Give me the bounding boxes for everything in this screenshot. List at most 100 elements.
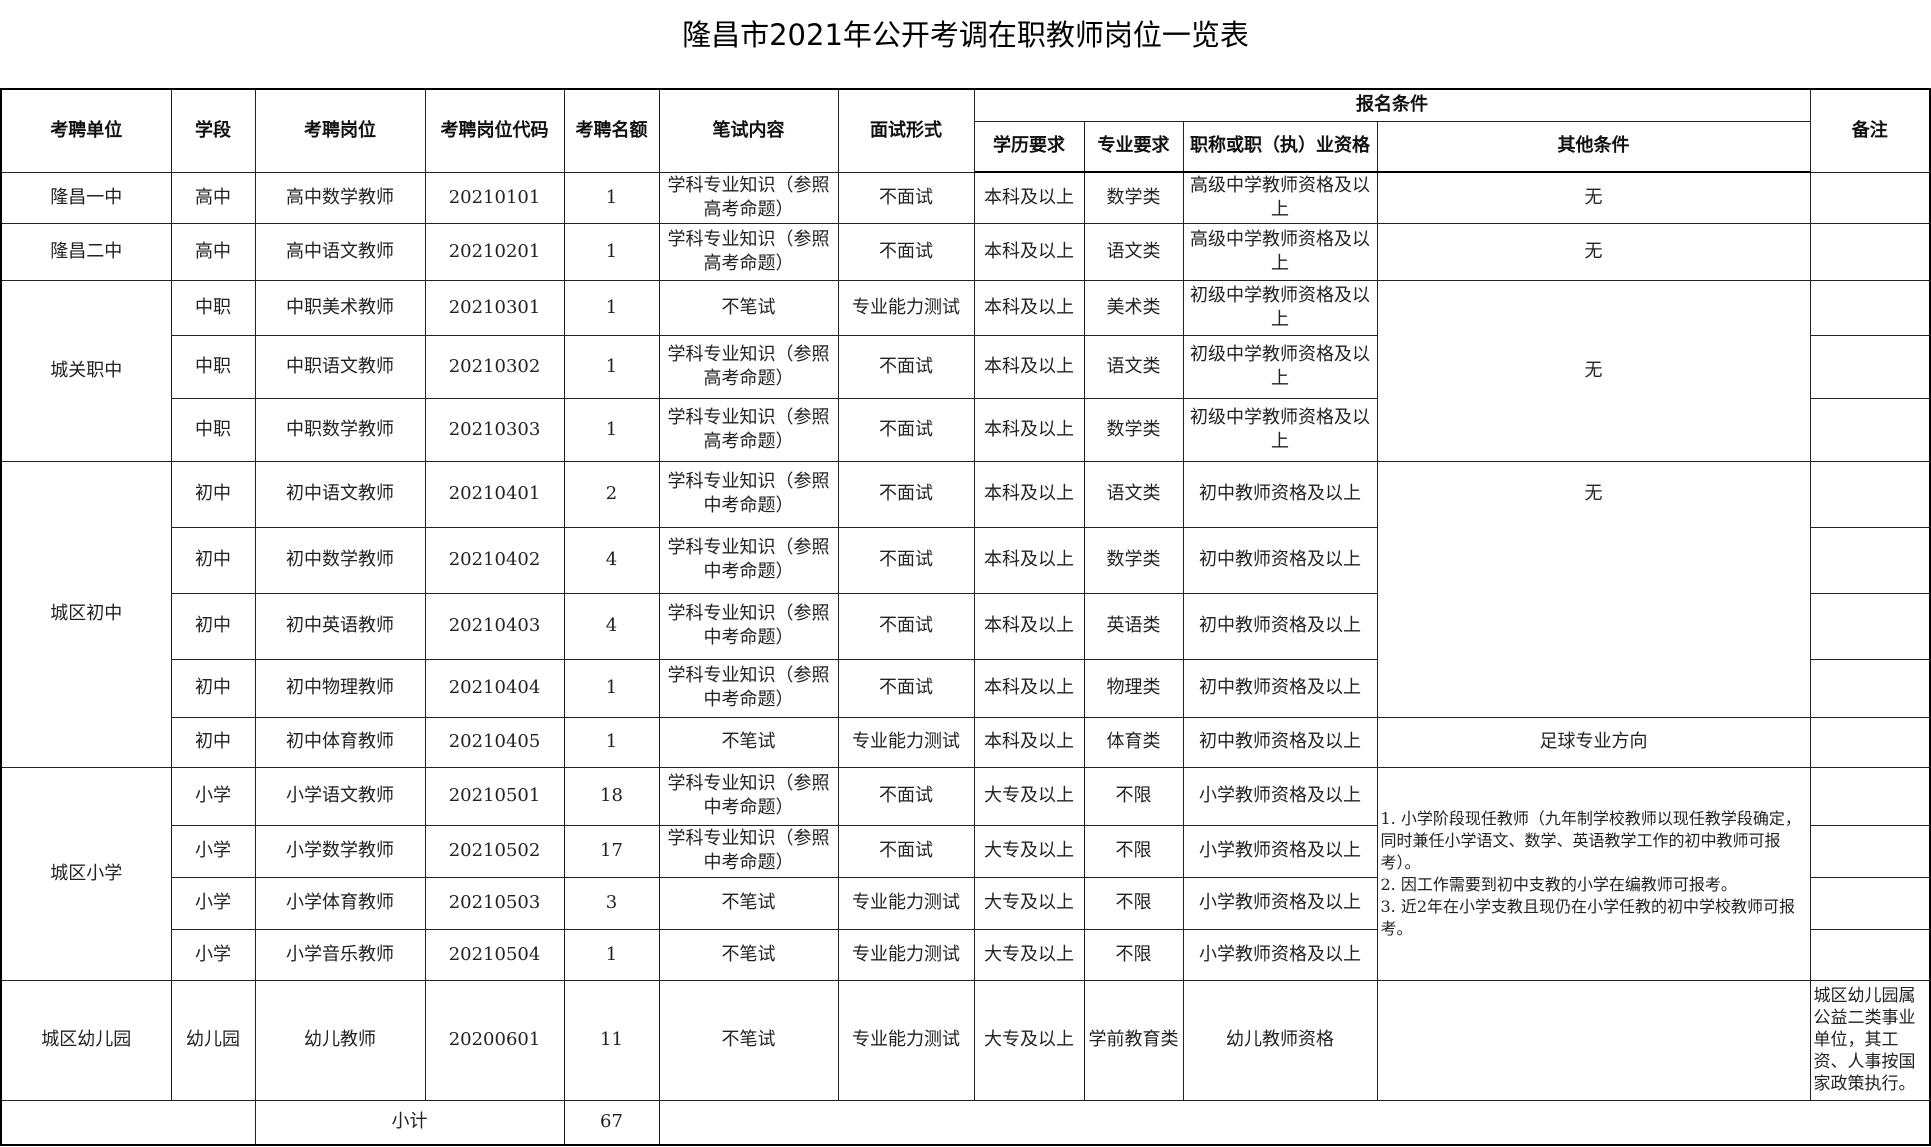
- education-cell: 本科及以上: [973, 171, 1085, 224]
- remarks-cell: [1809, 222, 1931, 281]
- table-row: 初中 初中物理教师 20210404 1 学科专业知识（参照中考命题） 不面试 本科及以上物…: [1, 658, 1931, 718]
- remarks-cell: [1809, 928, 1931, 981]
- remarks-cell: 城区幼儿园属公益二类事业单位，其工资、人事按国家政策执行。: [1809, 979, 1931, 1101]
- table-row: 中职 中职语文教师 20210302 1 学科专业知识（参照高考命题） 不面试 本科及以上语…: [1, 334, 1931, 399]
- position-cell: 中职美术教师: [254, 279, 426, 336]
- remarks-cell: [1809, 171, 1931, 224]
- interview-cell: 不面试: [837, 397, 975, 462]
- other-conditions-cell: 无: [1376, 279, 1811, 462]
- position-cell: 初中英语教师: [254, 592, 426, 660]
- subtotal-row: 小计 67: [0, 1099, 1931, 1146]
- header-code: 考聘岗位代码: [424, 88, 565, 173]
- code-cell: 20210502: [424, 824, 565, 878]
- written-cell: 不笔试: [658, 876, 839, 930]
- header-qualification: 职称或职（执）业资格: [1182, 120, 1378, 173]
- stage-cell: 小学: [170, 876, 256, 930]
- unit-cell: 隆昌二中: [0, 222, 172, 281]
- position-cell: 中职数学教师: [254, 397, 426, 462]
- quota-cell: 1: [563, 397, 660, 462]
- code-cell: 20210501: [424, 766, 565, 826]
- other-conditions-cell: [1376, 979, 1811, 1101]
- major-cell: 语文类: [1083, 460, 1184, 528]
- written-cell: 不笔试: [658, 716, 839, 768]
- education-cell: 大专及以上: [973, 979, 1085, 1101]
- remarks-cell: [1809, 592, 1931, 660]
- interview-cell: 专业能力测试: [837, 716, 975, 768]
- qualification-cell: 初中教师资格及以上: [1182, 526, 1378, 594]
- unit-cell: 城区小学: [0, 766, 172, 981]
- stage-cell: 高中: [170, 222, 256, 281]
- qualification-cell: 小学教师资格及以上: [1182, 824, 1378, 878]
- unit-cell: 城区初中: [0, 460, 172, 768]
- quota-cell: 1: [563, 171, 660, 224]
- table-row: 初中 初中数学教师 20210402 4 学科专业知识（参照中考命题） 不面试 本科及以上数…: [1, 526, 1931, 594]
- written-cell: 学科专业知识（参照中考命题）: [658, 766, 839, 826]
- positions-table: 考聘单位 学段 考聘岗位 考聘岗位代码 考聘名额 笔试内容 面试形式 报名条件 …: [0, 88, 1931, 1146]
- major-cell: 学前教育类: [1083, 979, 1184, 1101]
- qualification-cell: 初级中学教师资格及以上: [1182, 279, 1378, 336]
- major-cell: 物理类: [1083, 658, 1184, 718]
- education-cell: 大专及以上: [973, 928, 1085, 981]
- interview-cell: 不面试: [837, 824, 975, 878]
- table-body: 隆昌一中 高中 高中数学教师 20210101 1 学科专业知识（参照高考命题） 不面试 本科…: [0, 171, 1931, 1146]
- quota-cell: 17: [563, 824, 660, 878]
- table-row: 小学 小学体育教师 20210503 3 不笔试 专业能力测试 大专及以上 不限 小学教师资格及…: [1, 876, 1931, 930]
- table-row: 隆昌二中 高中 高中语文教师 20210201 1 学科专业知识（参照高考命题） 不面试 本科…: [0, 222, 1931, 281]
- code-cell: 20210504: [424, 928, 565, 981]
- interview-cell: 不面试: [837, 334, 975, 399]
- stage-cell: 中职: [170, 397, 256, 462]
- major-cell: 英语类: [1083, 592, 1184, 660]
- code-cell: 20210402: [424, 526, 565, 594]
- code-cell: 20210404: [424, 658, 565, 718]
- major-cell: 不限: [1083, 766, 1184, 826]
- header-education: 学历要求: [973, 120, 1085, 173]
- table-row: 初中 初中体育教师 20210405 1 不笔试 专业能力测试 本科及以上 体育类 初中教师资格…: [1, 716, 1931, 768]
- position-cell: 初中数学教师: [254, 526, 426, 594]
- major-cell: 语文类: [1083, 334, 1184, 399]
- stage-cell: 初中: [170, 460, 256, 528]
- stage-cell: 小学: [170, 824, 256, 878]
- education-cell: 本科及以上: [973, 592, 1085, 660]
- unit-cell: 城区幼儿园: [0, 979, 172, 1101]
- stage-cell: 小学: [170, 766, 256, 826]
- qualification-cell: 初中教师资格及以上: [1182, 592, 1378, 660]
- interview-cell: 不面试: [837, 766, 975, 826]
- table-row: 城区初中 初中 初中语文教师 20210401 2 学科专业知识（参照中考命题） 不面试 本科…: [0, 460, 1931, 768]
- written-cell: 学科专业知识（参照高考命题）: [658, 222, 839, 281]
- header-other: 其他条件: [1376, 120, 1811, 173]
- code-cell: 20210401: [424, 460, 565, 528]
- stage-cell: 初中: [170, 658, 256, 718]
- remarks-cell: [1809, 876, 1931, 930]
- qualification-cell: 初级中学教师资格及以上: [1182, 334, 1378, 399]
- code-cell: 20200601: [424, 979, 565, 1101]
- header-remarks: 备注: [1809, 88, 1931, 173]
- code-cell: 20210302: [424, 334, 565, 399]
- interview-cell: 不面试: [837, 592, 975, 660]
- position-cell: 小学音乐教师: [254, 928, 426, 981]
- qualification-cell: 初中教师资格及以上: [1182, 716, 1378, 768]
- qualification-cell: 初中教师资格及以上: [1182, 460, 1378, 528]
- header-major: 专业要求: [1083, 120, 1184, 173]
- header-interview: 面试形式: [837, 88, 975, 173]
- remarks-cell: [1809, 716, 1931, 768]
- position-cell: 高中语文教师: [254, 222, 426, 281]
- remarks-cell: [1809, 460, 1931, 528]
- subtotal-value: 67: [563, 1099, 660, 1146]
- stage-cell: 初中: [170, 592, 256, 660]
- position-cell: 初中体育教师: [254, 716, 426, 768]
- other-conditions-cell: 无: [1376, 460, 1811, 718]
- position-cell: 初中语文教师: [254, 460, 426, 528]
- written-cell: 学科专业知识（参照中考命题）: [658, 658, 839, 718]
- education-cell: 本科及以上: [973, 526, 1085, 594]
- quota-cell: 18: [563, 766, 660, 826]
- remarks-cell: [1809, 766, 1931, 826]
- education-cell: 本科及以上: [973, 279, 1085, 336]
- quota-cell: 1: [563, 716, 660, 768]
- table-row: 城区小学 小学 小学语文教师 20210501 18 学科专业知识（参照中考命题） 不面试大…: [0, 766, 1931, 981]
- code-cell: 20210405: [424, 716, 565, 768]
- code-cell: 20210101: [424, 171, 565, 224]
- other-conditions-cell: 无: [1376, 222, 1811, 281]
- quota-cell: 3: [563, 876, 660, 930]
- header-stage: 学段: [170, 88, 256, 173]
- major-cell: 不限: [1083, 928, 1184, 981]
